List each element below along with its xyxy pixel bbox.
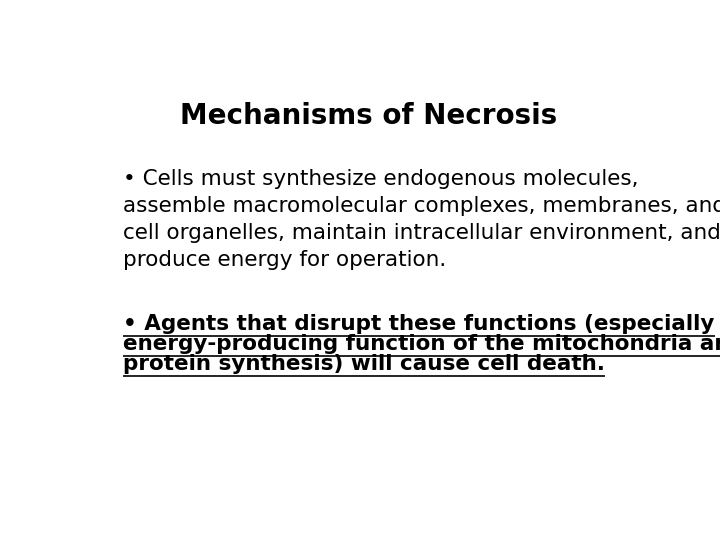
Text: Mechanisms of Necrosis: Mechanisms of Necrosis [181, 102, 557, 130]
Text: • Agents that disrupt these functions (especially: • Agents that disrupt these functions (e… [124, 314, 715, 334]
Text: protein synthesis) will cause cell death.: protein synthesis) will cause cell death… [124, 354, 606, 374]
Text: • Cells must synthesize endogenous molecules,
assemble macromolecular complexes,: • Cells must synthesize endogenous molec… [124, 168, 720, 271]
Text: energy-producing function of the mitochondria and: energy-producing function of the mitocho… [124, 334, 720, 354]
